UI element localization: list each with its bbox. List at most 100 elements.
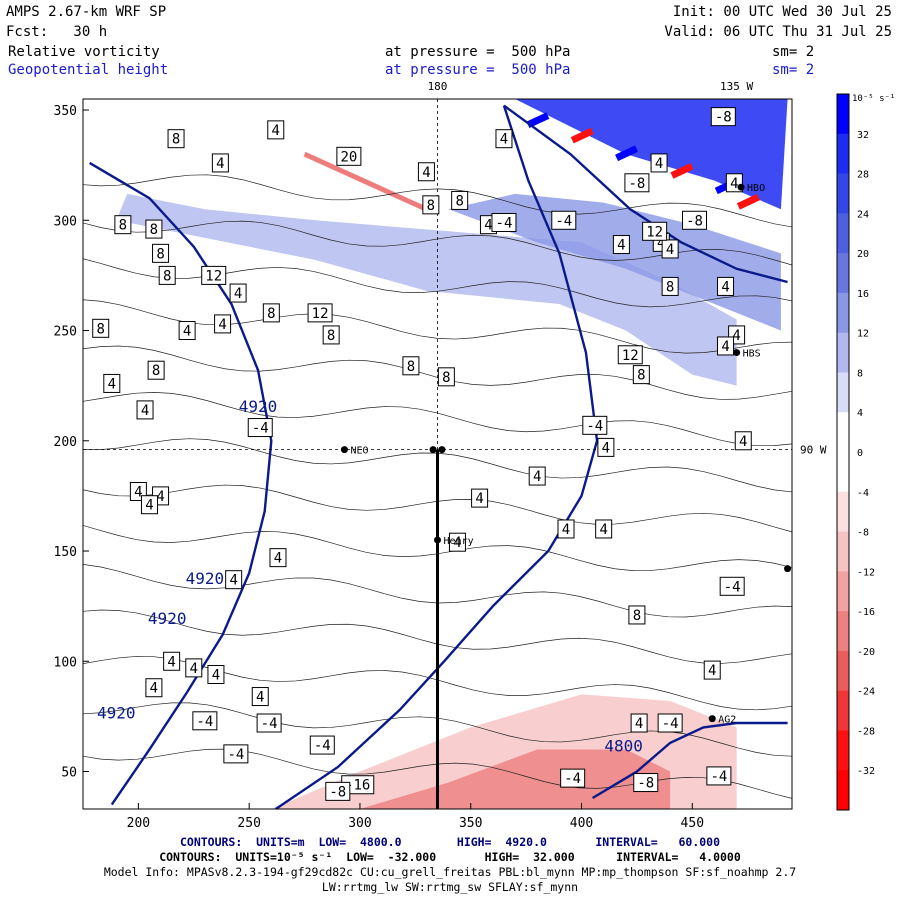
colorbar-swatch	[837, 332, 849, 373]
svg-text:4: 4	[422, 165, 430, 181]
vorticity-label: -4	[223, 744, 249, 764]
vorticity-label: 4	[211, 153, 229, 173]
svg-text:8: 8	[455, 193, 463, 209]
station-label: NEO	[350, 446, 368, 457]
vorticity-label: 4	[229, 283, 247, 303]
svg-text:8: 8	[150, 222, 158, 238]
y-tick-label: 150	[54, 545, 77, 560]
svg-text:12: 12	[622, 348, 639, 364]
x-tick-label: 300	[348, 816, 371, 831]
svg-text:8: 8	[666, 279, 674, 295]
height-contour-labels: 4920 4920 4920 4920 4800	[97, 397, 643, 756]
vorticity-label: 4	[178, 321, 196, 341]
colorbar-swatch	[837, 173, 849, 214]
vorticity-label: 8	[262, 303, 280, 323]
colorbar: 32 28 24 20 16 12 8 4 0 -4 -8 -12 -16 -20 -24 -28 -32 10⁻…	[836, 93, 895, 811]
svg-text:4: 4	[167, 654, 175, 670]
vorticity-label: 8	[661, 276, 679, 296]
svg-text:4: 4	[150, 681, 158, 697]
colorbar-swatch	[837, 690, 849, 731]
vorticity-label: 4	[251, 687, 269, 707]
vorticity-label: 4	[185, 658, 203, 678]
colorbar-tick-label: 32	[857, 130, 869, 141]
vorticity-streak	[736, 193, 760, 210]
svg-text:-8: -8	[715, 110, 732, 126]
vorticity-label: 4	[214, 314, 232, 334]
vorticity-label: 4	[557, 519, 575, 539]
svg-text:4: 4	[533, 469, 541, 485]
vorticity-label: 8	[92, 318, 110, 338]
vorticity-label: 12	[642, 221, 668, 241]
svg-text:8: 8	[427, 198, 435, 214]
axis-ticks: 200 250 300 350 400 450 50 100 150 200 250 300 350 18…	[54, 80, 827, 831]
svg-text:8: 8	[156, 246, 164, 262]
vorticity-label: 8	[158, 265, 176, 285]
vorticity-label: -4	[192, 711, 218, 731]
vorticity-label: 4	[528, 466, 546, 486]
footer-height-contours: CONTOURS: UNITS=m LOW= 4800.0 HIGH= 4920…	[179, 835, 721, 849]
y-tick-label: 100	[54, 655, 77, 670]
colorbar-tick-label: 28	[857, 170, 869, 181]
colorbar-tick-label: 4	[857, 408, 863, 419]
vorticity-label: -4	[719, 576, 745, 596]
vorticity-label: 12	[617, 345, 643, 365]
colorbar-units: 10⁻⁵ s⁻¹	[852, 94, 895, 104]
vorticity-label: 4	[495, 129, 513, 149]
height-label: 4920	[186, 569, 225, 588]
vorticity-label: 8	[145, 219, 163, 239]
svg-text:4: 4	[739, 434, 747, 450]
vorticity-label: -4	[560, 768, 586, 788]
vorticity-label: -4	[491, 212, 517, 232]
svg-text:-4: -4	[586, 418, 603, 434]
height-contour-4920	[89, 161, 273, 806]
svg-text:-4: -4	[555, 213, 572, 229]
height-label: 4920	[148, 609, 187, 628]
colorbar-swatch	[837, 452, 849, 493]
station-dot	[340, 446, 348, 454]
vorticity-label: 8	[167, 129, 185, 149]
svg-text:8: 8	[442, 370, 450, 386]
svg-text:8: 8	[152, 363, 160, 379]
x-tick-label: 450	[681, 816, 704, 831]
colorbar-tick-label: -20	[857, 647, 875, 658]
svg-text:-4: -4	[227, 747, 244, 763]
vorticity-label: 8	[451, 190, 469, 210]
station-dot	[733, 349, 741, 357]
svg-text:8: 8	[97, 321, 105, 337]
colorbar-tick-label: 20	[857, 249, 869, 260]
svg-text:-8: -8	[686, 213, 703, 229]
field1-smoothing: sm= 2	[772, 44, 815, 60]
vorticity-label: -4	[582, 415, 608, 435]
colorbar-tick-label: 16	[857, 289, 869, 300]
vorticity-label: -4	[309, 735, 335, 755]
x-tick-label: 400	[570, 816, 593, 831]
colorbar-tick-label: -16	[857, 607, 875, 618]
svg-text:4: 4	[272, 123, 280, 139]
svg-text:12: 12	[646, 224, 663, 240]
field1-level: at pressure = 500 hPa	[385, 44, 571, 60]
station-dot	[708, 715, 716, 723]
svg-text:-8: -8	[329, 784, 346, 800]
colorbar-swatch	[837, 372, 849, 413]
svg-text:4: 4	[732, 328, 740, 344]
svg-text:4: 4	[183, 324, 191, 340]
vorticity-label: 4	[136, 400, 154, 420]
svg-text:4: 4	[666, 242, 674, 258]
svg-text:8: 8	[407, 359, 415, 375]
footer-model-info: Model Info: MPASv8.2.3-194-gf29cd82c CU:…	[103, 865, 797, 879]
colorbar-swatch	[837, 531, 849, 572]
colorbar-tick-label: -12	[857, 567, 875, 578]
vorticity-label: 4	[145, 678, 163, 698]
svg-text:4: 4	[234, 286, 242, 302]
svg-text:4: 4	[212, 667, 220, 683]
svg-text:4: 4	[657, 235, 665, 251]
svg-text:-4: -4	[724, 579, 741, 595]
meridian-label: 135 W	[720, 80, 753, 93]
colorbar-tick-label: -24	[857, 687, 875, 698]
station-markers: NEO Henry HBS HBO AG2	[340, 183, 792, 726]
svg-text:4: 4	[216, 156, 224, 172]
svg-text:4: 4	[730, 176, 738, 192]
colorbar-swatch	[837, 412, 849, 453]
svg-text:8: 8	[327, 328, 335, 344]
vorticity-contour	[83, 174, 792, 228]
